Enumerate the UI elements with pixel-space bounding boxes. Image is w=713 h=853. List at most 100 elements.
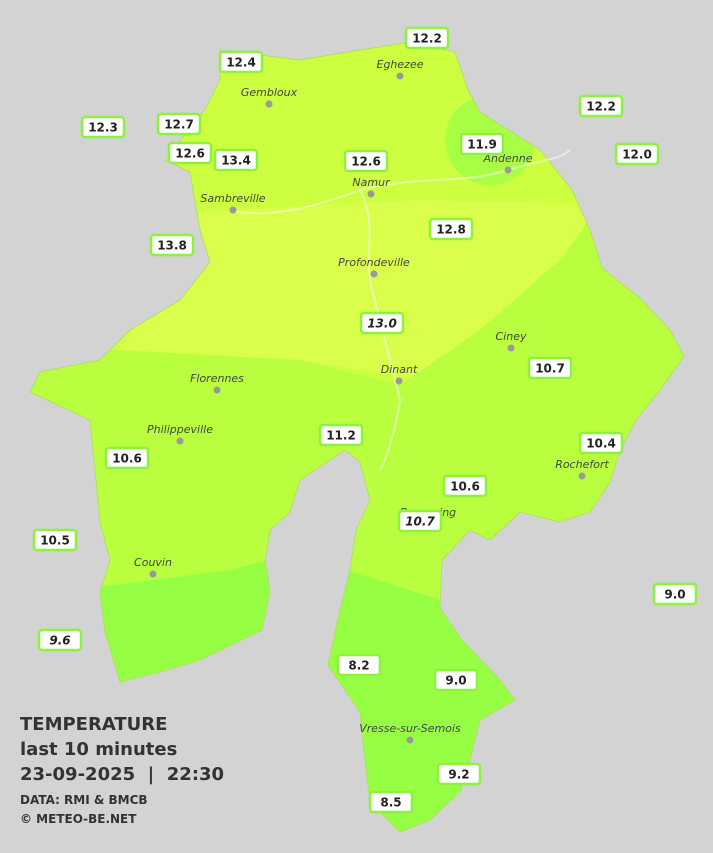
station-value: 8.2 bbox=[348, 659, 369, 673]
station: 10.5 bbox=[32, 528, 78, 552]
station-value: 12.6 bbox=[175, 147, 205, 161]
station: 10.6 bbox=[442, 474, 488, 498]
station-value: 12.0 bbox=[622, 148, 652, 162]
city-dot bbox=[367, 190, 375, 198]
station-box bbox=[578, 94, 624, 118]
station-value: 12.3 bbox=[88, 121, 118, 135]
city-label: Philippeville bbox=[147, 423, 213, 436]
station-box bbox=[37, 628, 83, 652]
station-box bbox=[614, 142, 660, 166]
city-dot bbox=[265, 100, 273, 108]
station-value: 12.2 bbox=[586, 100, 616, 114]
city-dot bbox=[370, 270, 378, 278]
station-box bbox=[428, 217, 474, 241]
station-box bbox=[359, 311, 405, 335]
station: 10.6 bbox=[104, 446, 150, 470]
city-label: Florennes bbox=[190, 372, 244, 385]
city-dot bbox=[406, 736, 414, 744]
station: 9.0 bbox=[433, 668, 479, 692]
station: 9.0 bbox=[652, 582, 698, 606]
station-box bbox=[578, 431, 624, 455]
station-value: 10.6 bbox=[450, 480, 480, 494]
river bbox=[359, 189, 402, 471]
city-label: Eghezee bbox=[377, 58, 424, 71]
station-value: 12.7 bbox=[164, 118, 194, 132]
station-value: 8.5 bbox=[380, 796, 401, 810]
station: 13.8 bbox=[149, 233, 195, 257]
station-box bbox=[527, 356, 573, 380]
station: 12.0 bbox=[614, 142, 660, 166]
source: DATA: RMI & BMCB bbox=[20, 793, 148, 807]
city-label: Vresse-sur-Semois bbox=[359, 722, 461, 735]
station-box bbox=[156, 112, 202, 136]
city-dot bbox=[396, 72, 404, 80]
city-dot bbox=[578, 472, 586, 480]
station-box bbox=[318, 423, 364, 447]
station: 11.2 bbox=[318, 423, 364, 447]
station-value: 10.6 bbox=[112, 452, 142, 466]
station: 12.3 bbox=[80, 115, 126, 139]
station-value: 13.0 bbox=[367, 317, 397, 331]
station: 8.5 bbox=[368, 790, 414, 814]
station: 12.7 bbox=[156, 112, 202, 136]
station: 13.0 bbox=[359, 311, 405, 335]
station: 11.9 bbox=[459, 132, 505, 156]
city-label: Couvin bbox=[134, 556, 172, 569]
station-value: 9.2 bbox=[448, 768, 469, 782]
station-box bbox=[404, 26, 450, 50]
city-label: Sambreville bbox=[200, 192, 265, 205]
city-dot bbox=[395, 377, 403, 385]
station-value: 11.9 bbox=[467, 138, 497, 152]
station-box bbox=[397, 509, 443, 533]
station-value: 13.8 bbox=[157, 239, 187, 253]
station-box bbox=[368, 790, 414, 814]
station-value: 12.8 bbox=[436, 223, 466, 237]
station-value: 9.0 bbox=[664, 588, 685, 602]
copyright: © METEO-BE.NET bbox=[20, 812, 137, 826]
station: 10.7 bbox=[527, 356, 573, 380]
station-box bbox=[343, 149, 389, 173]
station: 12.2 bbox=[404, 26, 450, 50]
station-value: 12.2 bbox=[412, 32, 442, 46]
station: 12.4 bbox=[218, 50, 264, 74]
station-box bbox=[104, 446, 150, 470]
station-box bbox=[436, 762, 482, 786]
station-box bbox=[652, 582, 698, 606]
river bbox=[229, 149, 571, 215]
city-dot bbox=[507, 344, 515, 352]
station-box bbox=[149, 233, 195, 257]
station: 9.2 bbox=[436, 762, 482, 786]
city-label: Namur bbox=[352, 176, 391, 189]
station-value: 13.4 bbox=[221, 154, 251, 168]
city-dot bbox=[176, 437, 184, 445]
station-box bbox=[80, 115, 126, 139]
city-dot bbox=[213, 386, 221, 394]
station-value: 9.6 bbox=[49, 634, 70, 648]
station: 12.8 bbox=[428, 217, 474, 241]
station-box bbox=[32, 528, 78, 552]
station-box bbox=[459, 132, 505, 156]
station-box bbox=[442, 474, 488, 498]
station: 12.6 bbox=[343, 149, 389, 173]
station-value: 10.4 bbox=[586, 437, 616, 451]
station-value: 12.6 bbox=[351, 155, 381, 169]
city-label: Dinant bbox=[381, 363, 418, 376]
station-value: 10.7 bbox=[535, 362, 565, 376]
station-value: 11.2 bbox=[326, 429, 356, 443]
subtitle: last 10 minutes bbox=[20, 739, 177, 760]
station-box bbox=[213, 148, 259, 172]
station: 12.6 bbox=[167, 141, 213, 165]
station-value: 10.7 bbox=[405, 515, 435, 529]
datetime: 23-09-2025 | 22:30 bbox=[20, 764, 224, 785]
station: 12.2 bbox=[578, 94, 624, 118]
station: 9.6 bbox=[37, 628, 83, 652]
city-label: Profondeville bbox=[338, 256, 410, 269]
station-value: 12.4 bbox=[226, 56, 256, 70]
station: 8.2 bbox=[336, 653, 382, 677]
city-dot bbox=[149, 570, 157, 578]
station-value: 10.5 bbox=[40, 534, 70, 548]
station-box bbox=[218, 50, 264, 74]
legend: TEMPERATURE last 10 minutes 23-09-2025 |… bbox=[20, 714, 224, 826]
station-box bbox=[336, 653, 382, 677]
station: 13.4 bbox=[213, 148, 259, 172]
